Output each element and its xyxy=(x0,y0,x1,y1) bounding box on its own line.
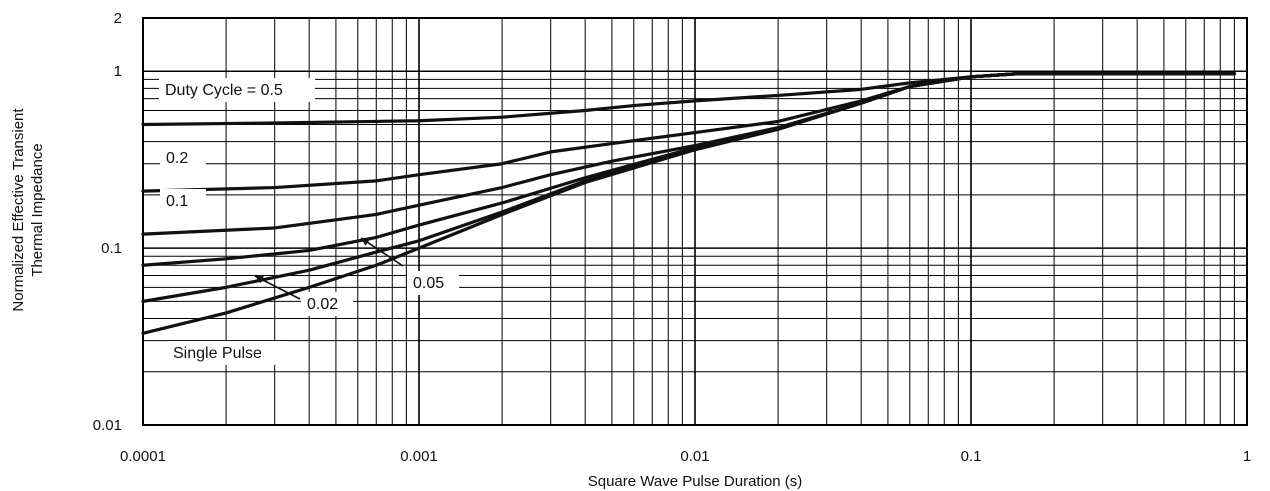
y-axis-label-line-2: Thermal Impedance xyxy=(29,143,46,276)
x-axis-label: Square Wave Pulse Duration (s) xyxy=(588,473,803,490)
x-tick-label: 0.0001 xyxy=(120,448,166,465)
single-pulse-label: Single Pulse xyxy=(173,345,262,362)
y-tick-label: 2 xyxy=(114,10,122,27)
duty-cycle-0-05-label: 0.05 xyxy=(413,275,444,292)
x-tick-label: 0.1 xyxy=(961,448,982,465)
x-tick-label: 0.001 xyxy=(400,448,438,465)
y-tick-label: 1 xyxy=(114,63,122,80)
x-tick-label: 0.01 xyxy=(680,448,709,465)
y-axis-label-line-1: Normalized Effective Transient xyxy=(10,108,27,312)
y-tick-label: 0.1 xyxy=(101,240,122,257)
duty-cycle-0-1-label: 0.1 xyxy=(166,193,188,210)
duty-cycle-0-2-label: 0.2 xyxy=(166,150,188,167)
x-tick-label: 1 xyxy=(1243,448,1251,465)
y-tick-label: 0.01 xyxy=(93,417,122,434)
duty-cycle-0-5-label: Duty Cycle = 0.5 xyxy=(165,82,283,99)
duty-cycle-0-02-label: 0.02 xyxy=(307,296,338,313)
